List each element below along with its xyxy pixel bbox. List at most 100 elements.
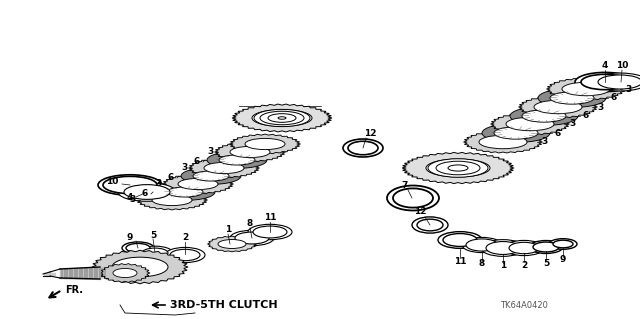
Polygon shape (230, 134, 301, 154)
Text: 3: 3 (625, 85, 631, 93)
Ellipse shape (522, 110, 566, 122)
Ellipse shape (348, 141, 378, 155)
Polygon shape (163, 174, 234, 194)
Ellipse shape (553, 240, 573, 248)
Text: 5: 5 (150, 231, 156, 240)
Ellipse shape (272, 115, 292, 121)
Ellipse shape (155, 184, 215, 200)
Text: 9: 9 (560, 256, 566, 264)
Ellipse shape (393, 189, 433, 208)
Text: 10: 10 (616, 62, 628, 70)
Ellipse shape (438, 232, 482, 249)
Text: 3: 3 (542, 137, 548, 146)
Text: 3: 3 (155, 180, 161, 189)
Text: 6: 6 (611, 93, 617, 102)
Text: 1: 1 (225, 226, 231, 234)
Ellipse shape (262, 112, 302, 124)
Ellipse shape (142, 248, 168, 258)
Text: 6: 6 (168, 174, 174, 182)
Polygon shape (463, 131, 543, 153)
Ellipse shape (260, 111, 304, 125)
Ellipse shape (428, 159, 488, 177)
Ellipse shape (103, 176, 157, 194)
Ellipse shape (533, 242, 559, 252)
Ellipse shape (278, 117, 286, 119)
Text: 12: 12 (413, 207, 426, 217)
Polygon shape (189, 158, 259, 178)
Ellipse shape (219, 155, 255, 165)
Ellipse shape (549, 239, 577, 249)
Ellipse shape (343, 139, 383, 157)
Ellipse shape (494, 127, 538, 139)
Ellipse shape (230, 230, 274, 246)
Ellipse shape (124, 185, 170, 199)
Polygon shape (92, 250, 188, 284)
Ellipse shape (443, 234, 477, 247)
Ellipse shape (581, 74, 629, 90)
Text: 3: 3 (207, 147, 213, 157)
Ellipse shape (506, 117, 554, 131)
Text: 8: 8 (479, 259, 485, 269)
Ellipse shape (598, 75, 640, 89)
Ellipse shape (575, 72, 635, 92)
Ellipse shape (479, 135, 527, 149)
Ellipse shape (550, 92, 594, 104)
Polygon shape (232, 104, 332, 132)
Ellipse shape (118, 183, 176, 201)
Ellipse shape (504, 241, 544, 256)
Ellipse shape (538, 88, 606, 108)
Polygon shape (100, 263, 150, 282)
Text: 12: 12 (364, 129, 376, 137)
Ellipse shape (412, 217, 448, 233)
Text: 8: 8 (247, 219, 253, 228)
Ellipse shape (436, 161, 480, 175)
Ellipse shape (387, 186, 439, 211)
Ellipse shape (466, 239, 498, 251)
Ellipse shape (482, 123, 550, 143)
Ellipse shape (178, 178, 218, 189)
Ellipse shape (534, 100, 582, 114)
Polygon shape (518, 96, 598, 118)
Text: 2: 2 (182, 234, 188, 242)
Polygon shape (547, 78, 625, 100)
Ellipse shape (510, 107, 578, 125)
Text: 11: 11 (264, 213, 276, 222)
Text: 4: 4 (127, 192, 133, 202)
Text: 6: 6 (142, 189, 148, 198)
Ellipse shape (268, 114, 296, 122)
Ellipse shape (448, 165, 468, 171)
Text: 2: 2 (521, 261, 527, 270)
Text: 9: 9 (127, 234, 133, 242)
Text: 6: 6 (194, 158, 200, 167)
Text: 6: 6 (583, 112, 589, 121)
Ellipse shape (112, 257, 168, 277)
Ellipse shape (253, 226, 287, 238)
Ellipse shape (152, 194, 192, 206)
Text: 3: 3 (129, 196, 135, 204)
Polygon shape (402, 152, 514, 184)
Ellipse shape (204, 162, 244, 174)
Ellipse shape (230, 146, 270, 158)
Ellipse shape (137, 246, 173, 260)
Ellipse shape (486, 241, 520, 255)
Text: TK64A0420: TK64A0420 (500, 300, 548, 309)
Ellipse shape (426, 159, 490, 177)
Polygon shape (136, 190, 207, 210)
Ellipse shape (245, 138, 285, 150)
Text: 7: 7 (402, 181, 408, 189)
Ellipse shape (481, 240, 525, 256)
Text: 4: 4 (602, 62, 608, 70)
Ellipse shape (509, 242, 539, 254)
Ellipse shape (440, 162, 476, 174)
Ellipse shape (252, 110, 312, 126)
Polygon shape (214, 142, 285, 162)
Ellipse shape (462, 237, 502, 253)
Ellipse shape (126, 243, 150, 253)
Ellipse shape (98, 175, 162, 195)
Text: 3: 3 (569, 120, 575, 129)
Ellipse shape (562, 82, 610, 96)
Text: 3RD-5TH CLUTCH: 3RD-5TH CLUTCH (170, 300, 278, 310)
Text: 1: 1 (500, 262, 506, 271)
Text: FR.: FR. (65, 285, 83, 295)
Text: 5: 5 (543, 258, 549, 268)
